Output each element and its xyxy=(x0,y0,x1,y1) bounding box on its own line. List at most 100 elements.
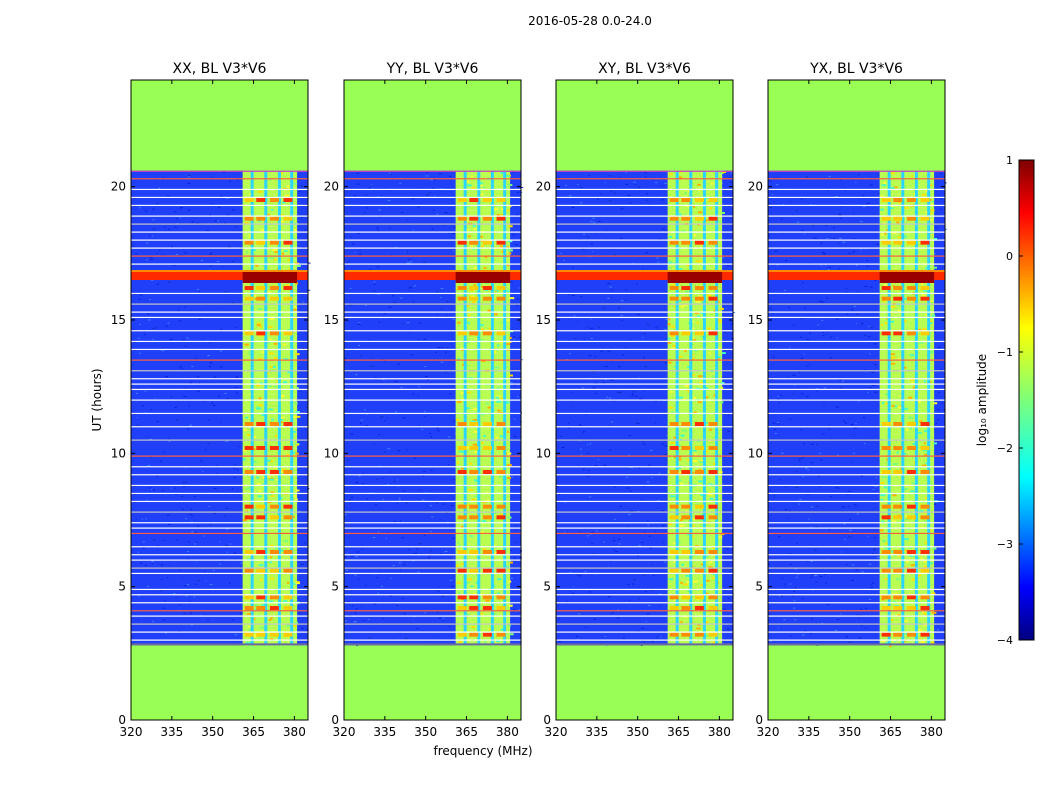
speckle xyxy=(298,367,300,369)
speckle xyxy=(590,220,593,222)
speckle xyxy=(165,376,168,378)
flag-line xyxy=(131,188,308,191)
speckle xyxy=(409,261,413,263)
speckle xyxy=(660,199,664,201)
speckle xyxy=(196,376,200,378)
speckle xyxy=(569,572,573,574)
speckle xyxy=(656,329,658,331)
flag-line xyxy=(131,231,308,233)
speckle xyxy=(610,297,612,299)
band-speckle xyxy=(881,476,886,479)
speckle xyxy=(164,226,166,228)
speckle xyxy=(448,625,450,627)
band-speckle xyxy=(705,422,708,425)
rfi-hotspot xyxy=(893,446,903,450)
band-speckle xyxy=(507,569,511,572)
band-speckle xyxy=(250,645,256,648)
speckle xyxy=(789,635,792,637)
speckle xyxy=(819,576,823,578)
speckle xyxy=(650,477,653,479)
speckle xyxy=(442,503,445,505)
speckle xyxy=(209,524,212,526)
speckle xyxy=(379,209,381,211)
speckle xyxy=(402,417,406,419)
speckle xyxy=(161,578,163,580)
speckle xyxy=(637,630,640,632)
band-speckle xyxy=(245,487,250,490)
flag-line xyxy=(131,594,308,596)
band-speckle xyxy=(457,357,461,360)
band-speckle xyxy=(699,460,703,463)
band-speckle xyxy=(924,548,930,551)
band-speckle xyxy=(897,236,902,239)
flag-line xyxy=(556,572,733,575)
band-speckle xyxy=(466,613,470,616)
band-speckle xyxy=(924,452,930,455)
band-speckle xyxy=(903,566,908,569)
band-speckle xyxy=(254,604,259,607)
speckle xyxy=(856,313,859,315)
flag-line xyxy=(768,639,945,641)
speckle xyxy=(568,195,572,197)
rfi-hotspot xyxy=(694,632,704,637)
band-speckle xyxy=(701,524,704,527)
band-speckle xyxy=(718,471,723,474)
rfi-hotspot xyxy=(457,515,467,520)
speckle xyxy=(821,622,824,624)
rfi-hotspot xyxy=(283,504,293,509)
speckle xyxy=(520,187,524,189)
speckle xyxy=(644,591,648,593)
speckle xyxy=(445,512,448,514)
band-speckle xyxy=(465,446,469,449)
speckle xyxy=(220,195,223,197)
speckle xyxy=(376,478,379,480)
band-speckle xyxy=(903,205,906,208)
speckle xyxy=(780,218,783,220)
speckle xyxy=(436,589,439,591)
speckle xyxy=(389,471,392,473)
speckle xyxy=(869,286,873,288)
speckle xyxy=(425,175,428,177)
rfi-hotspot xyxy=(881,198,891,202)
speckle xyxy=(621,319,623,321)
speckle xyxy=(871,371,875,373)
speckle xyxy=(805,467,808,469)
band-speckle xyxy=(500,397,503,400)
speckle xyxy=(590,318,592,320)
band-speckle xyxy=(260,229,265,232)
speckle xyxy=(649,547,653,549)
speckle xyxy=(642,441,644,443)
speckle xyxy=(559,493,561,495)
band-speckle xyxy=(695,503,700,506)
rfi-hotspot xyxy=(920,515,930,520)
x-tick-label: 365 xyxy=(242,725,265,739)
rfi-hotspot xyxy=(269,595,279,600)
panel-frame xyxy=(130,79,309,721)
speckle xyxy=(408,549,411,551)
flag-line xyxy=(344,378,521,380)
speckle xyxy=(827,604,830,606)
band-speckle xyxy=(885,642,889,645)
flag-line xyxy=(131,522,308,524)
band-speckle xyxy=(881,402,884,405)
band-speckle xyxy=(668,261,672,264)
speckle xyxy=(391,295,395,297)
speckle xyxy=(162,607,165,609)
speckle xyxy=(200,459,202,461)
speckle xyxy=(784,583,786,585)
band-speckle xyxy=(274,250,279,253)
x-tick-label: 335 xyxy=(797,725,820,739)
speckle xyxy=(351,605,354,607)
flag-line xyxy=(344,532,521,535)
band-speckle xyxy=(708,207,713,210)
speckle xyxy=(146,242,149,244)
speckle xyxy=(176,539,178,541)
band-speckle xyxy=(472,186,476,189)
speckle xyxy=(659,605,662,607)
speckle xyxy=(835,406,839,408)
speckle xyxy=(302,347,305,349)
speckle xyxy=(800,318,803,320)
speckle xyxy=(575,635,579,637)
band-speckle xyxy=(694,453,697,456)
